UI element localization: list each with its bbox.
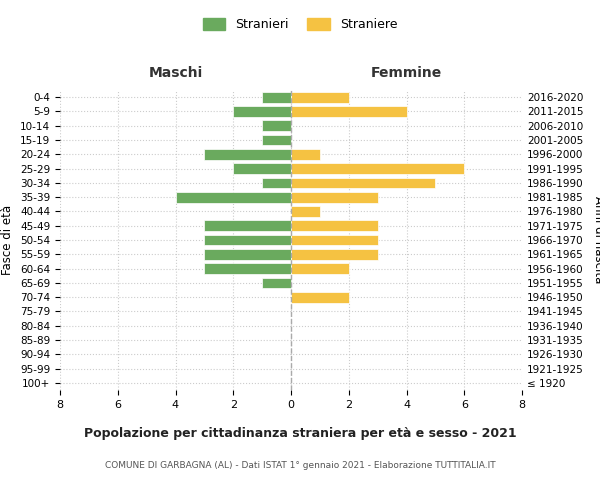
Text: Maschi: Maschi (148, 66, 203, 80)
Bar (291, 206, 320, 217)
Bar (291, 163, 464, 174)
Bar (291, 106, 407, 117)
Bar (205, 149, 291, 160)
Bar (262, 178, 291, 188)
Y-axis label: Anni di nascita: Anni di nascita (592, 196, 600, 284)
Bar (262, 278, 291, 288)
Bar (205, 263, 291, 274)
Bar (291, 92, 349, 102)
Y-axis label: Fasce di età: Fasce di età (1, 205, 14, 275)
Bar (262, 134, 291, 145)
Bar (291, 220, 377, 231)
Bar (262, 92, 291, 102)
Text: Femmine: Femmine (371, 66, 442, 80)
Bar (176, 192, 291, 202)
Bar (291, 249, 377, 260)
Bar (291, 192, 377, 202)
Bar (291, 149, 320, 160)
Legend: Stranieri, Straniere: Stranieri, Straniere (196, 11, 404, 38)
Bar (233, 106, 291, 117)
Bar (291, 263, 349, 274)
Bar (205, 249, 291, 260)
Bar (262, 120, 291, 131)
Bar (291, 178, 436, 188)
Bar (233, 163, 291, 174)
Bar (205, 234, 291, 246)
Text: Popolazione per cittadinanza straniera per età e sesso - 2021: Popolazione per cittadinanza straniera p… (83, 427, 517, 440)
Text: COMUNE DI GARBAGNA (AL) - Dati ISTAT 1° gennaio 2021 - Elaborazione TUTTITALIA.I: COMUNE DI GARBAGNA (AL) - Dati ISTAT 1° … (104, 461, 496, 470)
Bar (205, 220, 291, 231)
Bar (291, 234, 377, 246)
Bar (291, 292, 349, 302)
